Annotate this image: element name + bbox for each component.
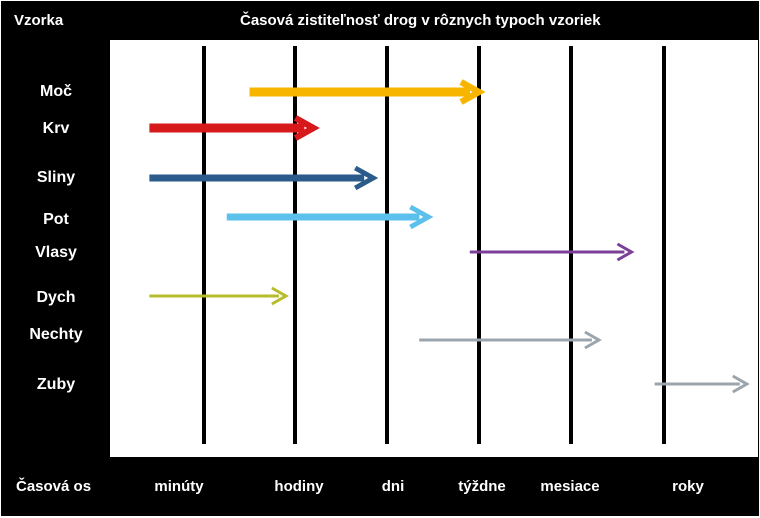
arrow-head [459,79,486,105]
arrow-dych [149,286,289,306]
tick-label-0: minúty [154,478,204,495]
tick-label-3: týždne [458,478,506,495]
axis-label: Časová os [16,478,92,495]
sample-column-header: Vzorka [14,12,64,29]
sample-label-zuby: Zuby [36,376,76,393]
arrow-head [293,115,320,141]
arrow-zuby [654,374,750,394]
sample-label-dych: Dych [36,289,76,306]
sample-label-nechty: Nechty [29,326,83,343]
arrow-head [409,204,434,230]
sample-label-vlasy: Vlasy [35,244,77,261]
arrow-vlasy [469,242,635,262]
timeline-panel [110,40,758,457]
sample-label-moč: Moč [40,83,72,100]
tick-label-4: mesiace [540,478,600,495]
arrow-head [616,242,635,262]
arrow-pot [226,204,434,230]
sample-label-sliny: Sliny [36,169,76,186]
tick-label-5: roky [672,478,704,495]
arrow-krv [149,115,320,141]
tick-label-2: dni [381,478,405,495]
arrow-nechty [419,330,602,350]
arrow-moč [249,79,486,105]
sample-label-pot: Pot [43,211,69,228]
arrow-head [732,374,750,394]
sample-label-krv: Krv [42,120,70,137]
arrow-head [354,165,379,191]
arrow-sliny [149,165,379,191]
tick-label-1: hodiny [274,478,324,495]
diagram-title: Časová zistiteľnosť drog v rôznych typoc… [240,12,601,29]
arrow-head [584,330,602,350]
arrow-head [271,286,289,306]
timeline-svg [149,46,750,444]
